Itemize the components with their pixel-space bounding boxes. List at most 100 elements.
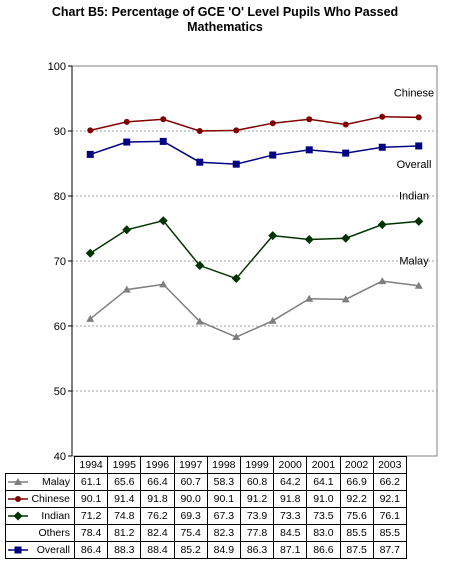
data-point-chinese xyxy=(342,121,349,128)
data-point-chinese xyxy=(306,116,313,123)
table-value: 90.0 xyxy=(173,490,208,508)
table-value: 84.5 xyxy=(273,524,308,542)
table-value: 88.3 xyxy=(107,541,142,559)
legend-key-others xyxy=(6,528,30,538)
data-point-overall xyxy=(196,158,204,166)
data-point-overall xyxy=(269,151,277,159)
table-value: 87.7 xyxy=(372,541,407,559)
series-label-overall: Overall xyxy=(397,159,432,171)
data-point-overall xyxy=(86,150,94,158)
table-value: 86.3 xyxy=(239,541,275,559)
table-value: 86.6 xyxy=(306,541,341,559)
table-value: 88.4 xyxy=(140,541,175,559)
table-value: 87.1 xyxy=(273,541,308,559)
table-value: 66.9 xyxy=(339,473,374,491)
series-label-malay: Malay xyxy=(399,256,429,268)
table-value: 66.2 xyxy=(372,473,407,491)
table-value: 69.3 xyxy=(173,507,208,525)
table-header-year: 1994 xyxy=(73,456,109,474)
table-series-name: Overall xyxy=(36,544,70,557)
table-header-year: 2003 xyxy=(372,456,407,474)
data-point-indian xyxy=(304,235,314,245)
y-tick-label: 60 xyxy=(54,321,66,333)
table-row: Chinese 90.1 91.4 91.8 90.0 90.1 91.2 91.8 91.0 9… xyxy=(5,490,407,508)
data-point-chinese xyxy=(123,118,130,125)
table-value: 67.3 xyxy=(206,507,241,525)
table-value: 76.1 xyxy=(372,507,407,525)
data-point-indian xyxy=(377,220,387,230)
data-point-indian xyxy=(414,216,424,226)
data-point-malay xyxy=(195,317,204,325)
series-line-chinese xyxy=(90,115,419,132)
series-line-indian xyxy=(89,219,419,280)
y-tick-label: 100 xyxy=(48,61,66,73)
chart-title-line-2: Mathematics xyxy=(187,20,263,34)
table-series-name: Indian xyxy=(41,510,70,523)
table-row: Overall 86.4 88.3 88.4 85.2 84.9 86.3 87.1 86.6 8… xyxy=(5,541,407,559)
series-label-chinese: Chinese xyxy=(394,87,434,99)
table-value: 60.7 xyxy=(173,473,208,491)
table-series-overall: Overall xyxy=(5,541,75,559)
data-point-malay xyxy=(86,314,95,322)
data-point-malay xyxy=(268,316,277,324)
table-header-year: 1997 xyxy=(173,456,208,474)
data-point-overall xyxy=(232,160,240,168)
data-point-malay xyxy=(414,281,423,289)
data-point-chinese xyxy=(379,113,386,120)
table-value: 66.4 xyxy=(140,473,175,491)
table-value: 91.8 xyxy=(273,490,308,508)
table-value: 84.9 xyxy=(206,541,241,559)
table-value: 73.9 xyxy=(239,507,275,525)
data-point-overall xyxy=(378,143,386,151)
table-value: 64.1 xyxy=(306,473,341,491)
table-header-year: 2000 xyxy=(273,456,308,474)
table-series-indian: Indian xyxy=(5,507,75,525)
y-tick-label: 40 xyxy=(54,451,66,463)
table-value: 75.6 xyxy=(339,507,374,525)
table-header-year: 1996 xyxy=(140,456,175,474)
table-value: 76.2 xyxy=(140,507,175,525)
table-value: 82.4 xyxy=(140,524,175,542)
data-point-indian xyxy=(231,274,241,284)
table-value: 74.8 xyxy=(107,507,142,525)
data-point-indian xyxy=(122,225,132,235)
legend-key-malay xyxy=(8,478,28,486)
y-tick-label: 90 xyxy=(54,126,66,138)
data-point-malay xyxy=(122,285,131,293)
data-point-chinese xyxy=(233,127,240,134)
y-tick-label: 50 xyxy=(54,386,66,398)
table-value: 61.1 xyxy=(73,473,109,491)
data-point-malay xyxy=(341,295,350,303)
data-point-indian xyxy=(158,216,168,226)
data-point-chinese xyxy=(269,120,276,127)
table-value: 91.0 xyxy=(306,490,341,508)
table-corner xyxy=(6,457,75,474)
data-point-overall xyxy=(305,146,313,154)
table-value: 90.1 xyxy=(73,490,109,508)
table-value: 85.5 xyxy=(372,524,407,542)
table-value: 85.2 xyxy=(173,541,208,559)
data-point-malay xyxy=(159,280,168,288)
table-series-others: Others xyxy=(5,524,75,542)
table-value: 81.2 xyxy=(107,524,142,542)
data-point-chinese xyxy=(87,127,94,134)
table-value: 75.4 xyxy=(173,524,208,542)
table-value: 73.3 xyxy=(273,507,308,525)
table-row: Malay 61.1 65.6 66.4 60.7 58.3 60.8 64.2 64.1 66.… xyxy=(5,473,407,491)
table-header-year: 2001 xyxy=(306,456,341,474)
data-point-indian xyxy=(268,231,278,241)
table-value: 73.5 xyxy=(306,507,341,525)
data-point-indian xyxy=(85,248,95,258)
table-value: 65.6 xyxy=(107,473,142,491)
table-series-name: Malay xyxy=(41,476,70,489)
table-value: 92.1 xyxy=(372,490,407,508)
table-header-year: 1998 xyxy=(206,456,241,474)
y-tick-label: 80 xyxy=(54,191,66,203)
data-point-chinese xyxy=(196,128,203,134)
table-value: 60.8 xyxy=(239,473,275,491)
table-value: 91.2 xyxy=(239,490,275,508)
table-row: Indian 71.2 74.8 76.2 69.3 67.3 73.9 73.3 73.5 75… xyxy=(5,507,407,525)
y-tick-label: 70 xyxy=(54,256,66,268)
table-row: Others 78.4 81.2 82.4 75.4 82.3 77.8 84.5 83.0 85… xyxy=(5,524,407,542)
